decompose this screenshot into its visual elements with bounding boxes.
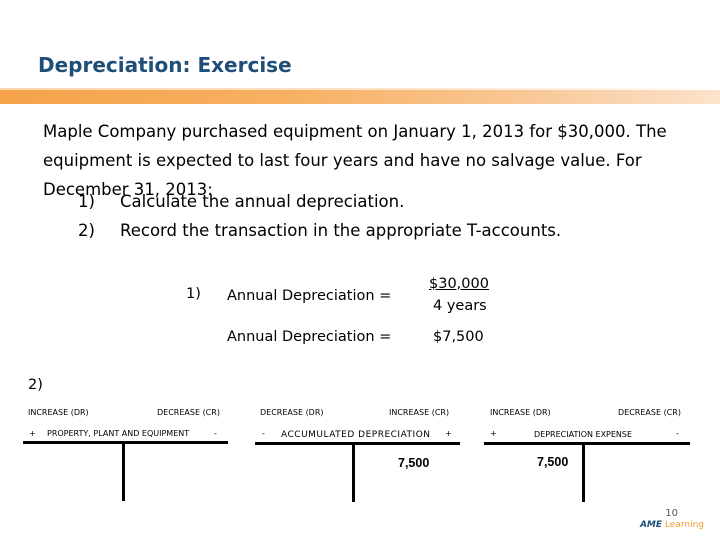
t-account-1-decrease-label: DECREASE (CR) xyxy=(157,408,220,417)
logo-brand: AME xyxy=(639,520,663,530)
t-account-2-increase-label: INCREASE (CR) xyxy=(389,408,450,417)
brand-logo: AME Learning xyxy=(640,520,704,530)
t-account-1-horizontal-line xyxy=(23,441,228,444)
t-account-3-horizontal-line xyxy=(484,442,690,445)
header-accent-line xyxy=(0,88,720,91)
calc-label-1: Annual Depreciation = xyxy=(227,288,392,304)
slide-title: Depreciation: Exercise xyxy=(38,53,292,77)
calc-denominator: 4 years xyxy=(433,298,487,314)
t-account-3-increase-label: INCREASE (DR) xyxy=(490,408,551,417)
t-account-3-vertical-line xyxy=(582,442,585,502)
calc-marker: 1) xyxy=(186,286,201,302)
t-account-1-right-sign: - xyxy=(214,429,217,438)
calc-label-2: Annual Depreciation = xyxy=(227,329,392,345)
task-number: 2) xyxy=(78,221,95,240)
t-account-3-title: DEPRECIATION EXPENSE xyxy=(534,430,633,439)
task-item: 1) Calculate the annual depreciation. xyxy=(78,192,404,211)
task-item: 2) Record the transaction in the appropri… xyxy=(78,221,561,240)
t-account-3-decrease-label: DECREASE (CR) xyxy=(618,408,681,417)
t-account-2-decrease-label: DECREASE (DR) xyxy=(260,408,324,417)
logo-suffix: Learning xyxy=(664,520,704,530)
t-account-1-left-sign: + xyxy=(29,429,36,438)
t-account-2-right-amount: 7,500 xyxy=(398,456,430,470)
t-account-3-left-sign: + xyxy=(490,429,497,438)
task-text: Record the transaction in the appropriat… xyxy=(120,221,562,240)
calc-numerator: $30,000 xyxy=(429,276,489,292)
t-account-2-right-sign: + xyxy=(445,429,452,438)
t-account-2-title: ACCUMULATED DEPRECIATION xyxy=(281,430,431,440)
problem-statement: Maple Company purchased equipment on Jan… xyxy=(43,122,667,199)
t-account-1-title: PROPERTY, PLANT AND EQUIPMENT xyxy=(47,429,190,438)
header-accent-bar xyxy=(0,90,720,104)
t-account-3-left-amount: 7,500 xyxy=(537,455,569,469)
t-account-2-left-sign: - xyxy=(262,429,265,438)
t-account-1-increase-label: INCREASE (DR) xyxy=(28,408,89,417)
task-text: Calculate the annual depreciation. xyxy=(120,192,405,211)
t-account-2-vertical-line xyxy=(352,442,355,502)
section-2-marker: 2) xyxy=(28,377,43,393)
page-number: 10 xyxy=(665,508,678,519)
t-account-2-horizontal-line xyxy=(255,442,460,445)
t-account-1-vertical-line xyxy=(122,441,125,501)
task-number: 1) xyxy=(78,192,95,211)
t-account-3-right-sign: - xyxy=(676,429,679,438)
calc-result: $7,500 xyxy=(433,329,484,345)
